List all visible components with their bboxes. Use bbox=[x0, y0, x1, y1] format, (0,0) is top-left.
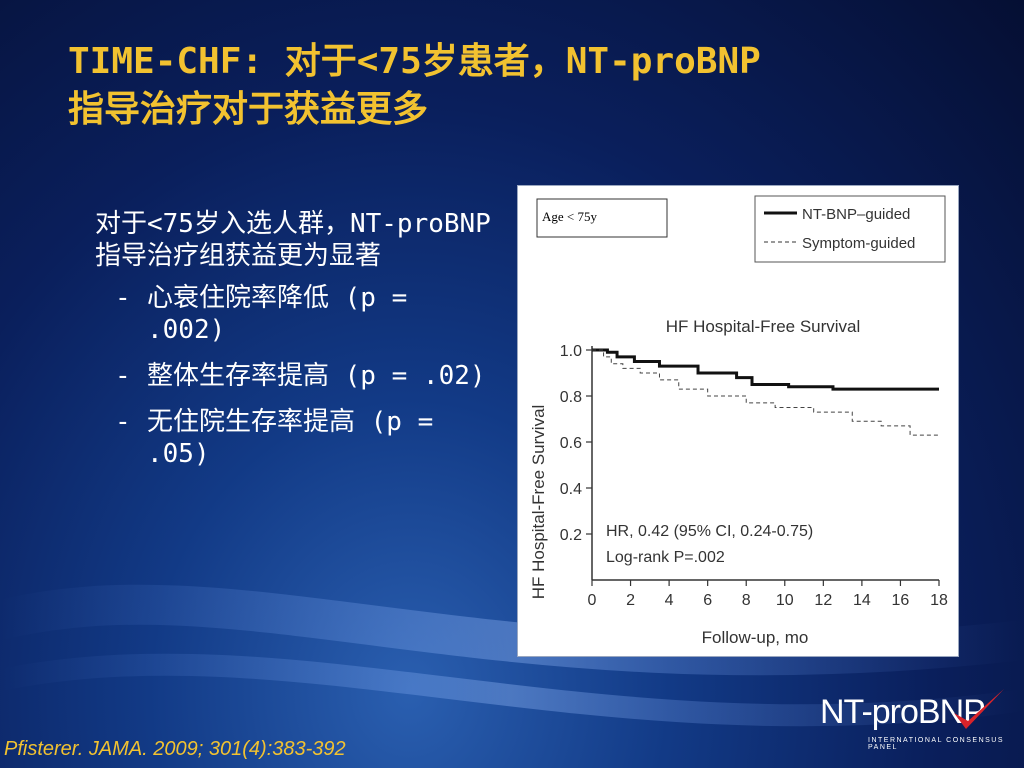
legend-label-nt-bnp: NT-BNP–guided bbox=[802, 206, 910, 223]
logo-subtext: INTERNATIONAL CONSENSUS PANEL bbox=[868, 737, 1005, 751]
x-tick-label: 18 bbox=[930, 592, 948, 609]
y-tick-label: 0.6 bbox=[560, 435, 582, 452]
bullet-text: 无住院生存率提高 (p = .05) bbox=[147, 407, 434, 469]
slide-title-line-1: TIME-CHF: 对于<75岁患者，NT-proBNP bbox=[68, 41, 761, 82]
series-lines bbox=[592, 348, 939, 436]
y-tick-label: 0.8 bbox=[560, 389, 582, 406]
citation: Pfisterer. JAMA. 2009; 301(4):383-392 bbox=[4, 738, 346, 760]
axis-ticks: 0 2 4 6 8 10 12 14 16 18 0.2 0.4 0.6 0.8 1.0 bbox=[560, 343, 948, 609]
logrank-annotation: Log-rank P=.002 bbox=[606, 549, 725, 566]
legend-label-symptom: Symptom-guided bbox=[802, 235, 915, 252]
x-tick-label: 4 bbox=[665, 592, 674, 609]
x-tick-label: 16 bbox=[892, 592, 910, 609]
bullet-item: - 心衰住院率降低 (p = .002) bbox=[115, 282, 495, 346]
slide-title-line-2: 指导治疗对于获益更多 bbox=[68, 89, 429, 130]
y-axis-label: HF Hospital-Free Survival bbox=[529, 405, 548, 600]
chart-canvas: Age < 75y NT-BNP–guided Symptom-guided H… bbox=[529, 195, 948, 647]
bullet-text: 心衰住院率降低 (p = .002) bbox=[147, 283, 408, 345]
x-tick-label: 12 bbox=[814, 592, 832, 609]
series-line-nt-bnp-guided bbox=[592, 348, 939, 391]
subgroup-box bbox=[536, 198, 668, 238]
y-tick-label: 0.2 bbox=[560, 527, 582, 544]
x-tick-label: 14 bbox=[853, 592, 871, 609]
chart-title: HF Hospital-Free Survival bbox=[666, 317, 861, 336]
nt-probnp-logo: NT-proBNP INTERNATIONAL CONSENSUS PANEL bbox=[820, 685, 1010, 755]
logo-text: NT-proBNP bbox=[820, 693, 986, 731]
bullet-dash: - bbox=[115, 361, 131, 391]
series-line-symptom-guided bbox=[592, 349, 939, 436]
bullet-dash: - bbox=[115, 407, 131, 437]
legend-box bbox=[754, 195, 946, 263]
slide-title: TIME-CHF: 对于<75岁患者，NT-proBNP 指导治疗对于获益更多 bbox=[68, 38, 968, 134]
subgroup-label: Age < 75y bbox=[542, 209, 597, 224]
x-tick-label: 2 bbox=[626, 592, 635, 609]
bullet-text: 整体生存率提高 (p = .02) bbox=[147, 361, 486, 391]
bullet-item: - 整体生存率提高 (p = .02) bbox=[115, 360, 495, 392]
y-tick-label: 1.0 bbox=[560, 343, 582, 360]
x-tick-label: 8 bbox=[742, 592, 751, 609]
x-tick-label: 6 bbox=[703, 592, 712, 609]
bullet-item: - 无住院生存率提高 (p = .05) bbox=[115, 406, 495, 470]
x-axis-label: Follow-up, mo bbox=[702, 628, 809, 647]
lead-text: 对于<75岁入选人群，NT-proBNP指导治疗组获益更为显著 bbox=[95, 209, 491, 271]
x-tick-label: 0 bbox=[588, 592, 597, 609]
y-tick-label: 0.4 bbox=[560, 481, 582, 498]
survival-chart: Age < 75y NT-BNP–guided Symptom-guided H… bbox=[517, 185, 959, 657]
hr-annotation: HR, 0.42 (95% CI, 0.24-0.75) bbox=[606, 523, 813, 540]
sub-bullets: - 心衰住院率降低 (p = .002) - 整体生存率提高 (p = .02) -… bbox=[95, 282, 495, 470]
bullet-list: 对于<75岁入选人群，NT-proBNP指导治疗组获益更为显著 - 心衰住院率降低… bbox=[95, 208, 495, 484]
checkmark-icon bbox=[954, 689, 1004, 729]
x-tick-label: 10 bbox=[776, 592, 794, 609]
bullet-dash: - bbox=[115, 283, 131, 313]
